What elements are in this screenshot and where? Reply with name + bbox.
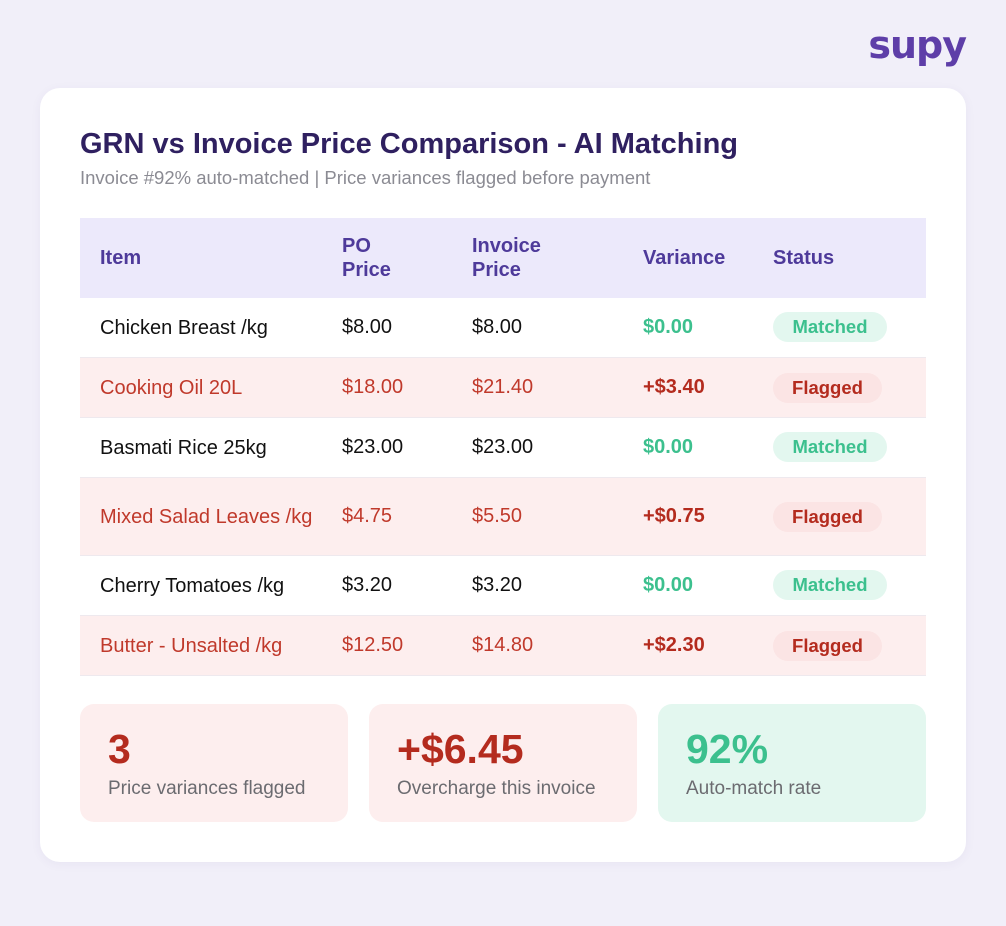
table-row: Cooking Oil 20L $18.00 $21.40 +$3.40 Flagged <box>80 358 926 418</box>
stat-label: Auto-match rate <box>686 778 822 799</box>
page-subtitle: Invoice #92% auto-matched | Price varian… <box>80 167 651 188</box>
invoice-price-cell: $23.00 <box>472 436 534 458</box>
variance-cell: +$0.75 <box>643 505 705 527</box>
status-cell: Flagged <box>773 630 926 661</box>
status-badge: Flagged <box>773 501 882 532</box>
stat-value: 3 <box>108 726 131 772</box>
table-row: Chicken Breast /kg $8.00 $8.00 $0.00 Matched <box>80 298 926 358</box>
po-price-cell: $18.00 <box>342 376 404 398</box>
table-header: Item PO Price Invoice Price Variance Sta… <box>80 218 926 298</box>
column-header-invoice-price: Invoice Price <box>472 235 541 281</box>
invoice-price-cell: $8.00 <box>472 316 523 338</box>
status-badge: Matched <box>773 311 887 342</box>
invoice-price-cell: $3.20 <box>472 574 523 596</box>
column-header-item: Item <box>100 247 142 269</box>
status-badge: Matched <box>773 569 887 600</box>
status-cell: Matched <box>773 569 926 600</box>
variance-cell: $0.00 <box>643 574 694 596</box>
column-header-variance: Variance <box>643 247 726 269</box>
table-row: Mixed Salad Leaves /kg $4.75 $5.50 +$0.75 Fl… <box>80 478 926 556</box>
table-row: Basmati Rice 25kg $23.00 $23.00 $0.00 Matche… <box>80 418 926 478</box>
po-price-cell: $12.50 <box>342 634 404 656</box>
invoice-price-cell: $5.50 <box>472 505 523 527</box>
page-title: GRN vs Invoice Price Comparison - AI Mat… <box>80 128 739 160</box>
stat-card: 92% Auto-match rate <box>658 704 926 822</box>
item-cell: Mixed Salad Leaves /kg <box>100 505 313 528</box>
invoice-price-cell: $14.80 <box>472 634 534 656</box>
status-cell: Flagged <box>773 501 926 532</box>
table-row: Cherry Tomatoes /kg $3.20 $3.20 $0.00 Matche… <box>80 556 926 616</box>
invoice-price-cell: $21.40 <box>472 376 534 398</box>
column-header-po-price: PO Price <box>342 235 391 281</box>
variance-cell: $0.00 <box>643 316 694 338</box>
item-cell: Basmati Rice 25kg <box>100 436 267 459</box>
po-price-cell: $4.75 <box>342 505 393 527</box>
status-badge: Flagged <box>773 372 882 403</box>
po-price-cell: $3.20 <box>342 574 393 596</box>
stat-value: 92% <box>686 726 769 772</box>
column-header-status: Status <box>773 247 835 269</box>
variance-cell: +$2.30 <box>643 634 705 656</box>
stat-label: Price variances flagged <box>108 778 306 799</box>
stat-card: 3 Price variances flagged <box>80 704 348 822</box>
status-badge: Flagged <box>773 630 882 661</box>
table-row: Butter - Unsalted /kg $12.50 $14.80 +$2.30 F… <box>80 616 926 676</box>
status-badge: Matched <box>773 431 887 462</box>
item-cell: Chicken Breast /kg <box>100 316 268 339</box>
stat-value: +$6.45 <box>397 726 524 772</box>
po-price-cell: $8.00 <box>342 316 393 338</box>
stat-card: +$6.45 Overcharge this invoice <box>369 704 637 822</box>
price-comparison-table: Item PO Price Invoice Price Variance Sta… <box>80 218 926 676</box>
variance-cell: $0.00 <box>643 436 694 458</box>
supy-logo: supy <box>868 23 967 67</box>
variance-cell: +$3.40 <box>643 376 705 398</box>
item-cell: Cherry Tomatoes /kg <box>100 574 285 597</box>
status-cell: Matched <box>773 311 926 342</box>
summary-stats: 3 Price variances flagged +$6.45 Overcharge… <box>80 704 926 822</box>
status-cell: Matched <box>773 431 926 462</box>
po-price-cell: $23.00 <box>342 436 404 458</box>
status-cell: Flagged <box>773 372 926 403</box>
item-cell: Butter - Unsalted /kg <box>100 634 283 657</box>
stat-label: Overcharge this invoice <box>397 778 596 799</box>
item-cell: Cooking Oil 20L <box>100 376 243 399</box>
comparison-card: GRN vs Invoice Price Comparison - AI Mat… <box>40 88 966 862</box>
table-body: Chicken Breast /kg $8.00 $8.00 $0.00 Matched… <box>80 298 926 676</box>
